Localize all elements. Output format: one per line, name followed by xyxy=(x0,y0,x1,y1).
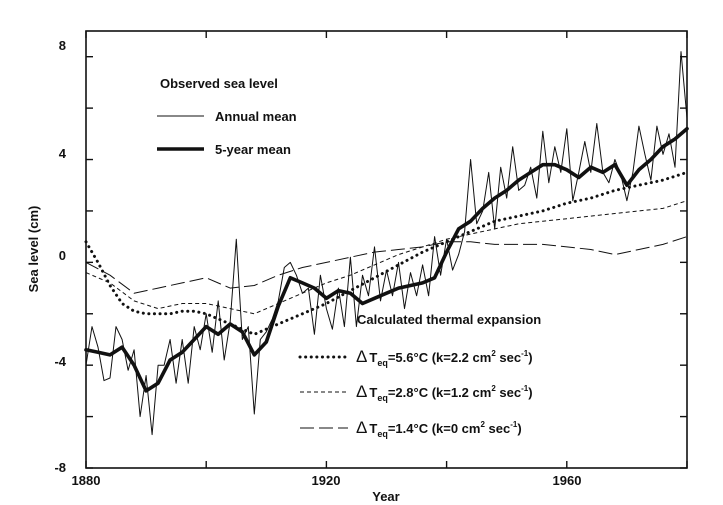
legend-label-dt-1-4: Δ Teq=1.4°C (k=0 cm2 sec-1) xyxy=(356,418,522,439)
x-tick-label: 1880 xyxy=(72,473,101,488)
series-line-thick xyxy=(84,126,689,393)
y-tick-label: 4 xyxy=(59,146,67,161)
series-layer xyxy=(84,51,689,436)
legend-observed-title: Observed sea level xyxy=(160,76,278,91)
y-tick-label: 8 xyxy=(59,38,66,53)
legend-label-dt-5-6: Δ Teq=5.6°C (k=2.2 cm2 sec-1) xyxy=(356,347,533,368)
series-line-short-dash xyxy=(85,200,688,315)
y-tick-label: 0 xyxy=(59,248,66,263)
legend-calc-title: Calculated thermal expansion xyxy=(357,312,541,327)
plot-frame xyxy=(85,30,688,469)
series-line-thin xyxy=(85,51,688,436)
legend-label-dt-2-8: Δ Teq=2.8°C (k=1.2 cm2 sec-1) xyxy=(356,382,533,403)
legend-label-5-year-mean: 5-year mean xyxy=(215,142,291,157)
series-line-long-dash xyxy=(85,236,688,294)
legend-label-annual-mean: Annual mean xyxy=(215,109,297,124)
axis-ticks xyxy=(85,31,688,469)
x-tick-label: 1960 xyxy=(553,473,582,488)
series-line-dotted xyxy=(84,170,689,336)
y-tick-label: -8 xyxy=(54,460,66,475)
x-axis-label: Year xyxy=(372,489,399,504)
y-tick-label: -4 xyxy=(54,354,66,369)
x-tick-label: 1920 xyxy=(312,473,341,488)
y-axis-label: Sea level (cm) xyxy=(26,206,41,293)
